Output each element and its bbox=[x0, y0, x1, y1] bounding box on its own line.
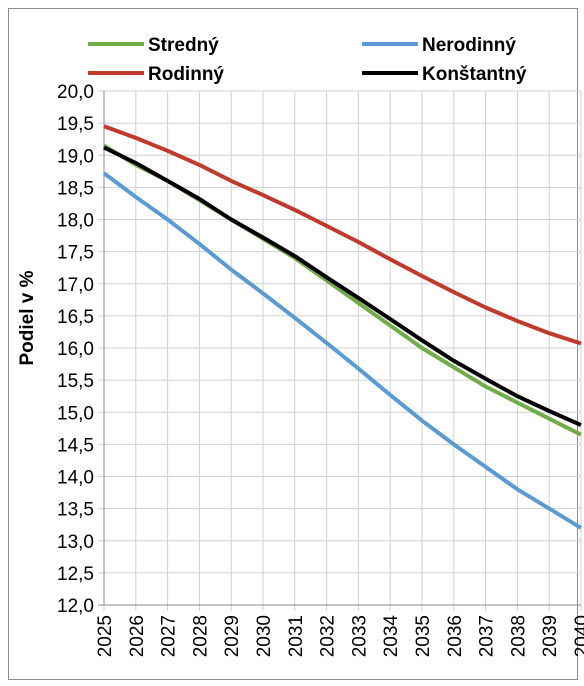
x-tick-label: 2025 bbox=[95, 615, 116, 657]
y-tick-label: 15,5 bbox=[57, 371, 94, 392]
y-tick-label: 12,5 bbox=[57, 564, 94, 585]
x-tick-labels: 2025 2026 2027 2028 2029 2030 2031 2032 2033 2034… bbox=[95, 615, 584, 658]
y-tick-label: 15,0 bbox=[57, 403, 94, 424]
x-tick-label: 2028 bbox=[190, 615, 211, 657]
x-tick-label: 2033 bbox=[349, 615, 370, 657]
y-tick-label: 19,5 bbox=[57, 114, 94, 135]
x-tick-label: 2040 bbox=[572, 615, 584, 657]
x-tick-label: 2026 bbox=[127, 615, 148, 657]
x-tick-label: 2027 bbox=[159, 615, 180, 657]
y-tick-label: 18,5 bbox=[57, 178, 94, 199]
y-tick-label: 17,0 bbox=[57, 275, 94, 296]
chart-frame bbox=[8, 8, 578, 680]
y-tick-label: 19,0 bbox=[57, 146, 94, 167]
x-tick-label: 2037 bbox=[477, 615, 498, 657]
x-tick-label: 2036 bbox=[445, 615, 466, 657]
y-tick-label: 17,5 bbox=[57, 243, 94, 264]
legend: Stredný Nerodinný Rodinný Konštantný bbox=[88, 35, 527, 85]
series-line-3 bbox=[103, 145, 582, 427]
series-line-1 bbox=[102, 171, 583, 530]
series-line-2 bbox=[103, 124, 582, 346]
y-tick-label: 16,5 bbox=[57, 307, 94, 328]
x-tick-label: 2029 bbox=[222, 615, 243, 657]
y-tick-label: 20,0 bbox=[57, 82, 94, 103]
y-tick-label: 16,0 bbox=[57, 339, 94, 360]
x-tick-label: 2035 bbox=[413, 615, 434, 657]
x-tick-label: 2034 bbox=[381, 615, 402, 658]
y-axis-title: Podiel v % bbox=[17, 270, 38, 365]
y-tick-label: 13,0 bbox=[57, 532, 94, 553]
x-tick-label: 2032 bbox=[318, 615, 339, 657]
gridlines bbox=[98, 90, 582, 611]
y-tick-label: 14,0 bbox=[57, 468, 94, 489]
y-tick-label: 14,5 bbox=[57, 435, 94, 456]
legend-label-3: Konštantný bbox=[422, 64, 527, 85]
y-tick-label: 12,0 bbox=[57, 596, 94, 617]
x-tick-label: 2039 bbox=[540, 615, 561, 657]
x-tick-label: 2031 bbox=[286, 615, 307, 657]
x-tick-label: 2030 bbox=[254, 615, 275, 657]
x-tick-label: 2038 bbox=[508, 615, 529, 657]
legend-label-2: Rodinný bbox=[148, 64, 224, 85]
y-tick-label: 18,0 bbox=[57, 211, 94, 232]
legend-label-0: Stredný bbox=[148, 35, 219, 56]
y-tick-label: 13,5 bbox=[57, 500, 94, 521]
series-lines bbox=[102, 124, 583, 530]
y-tick-labels: 20,0 19,5 19,0 18,5 18,0 17,5 17,0 16,5 16,0 15,5… bbox=[57, 82, 94, 617]
legend-label-1: Nerodinný bbox=[422, 35, 516, 56]
